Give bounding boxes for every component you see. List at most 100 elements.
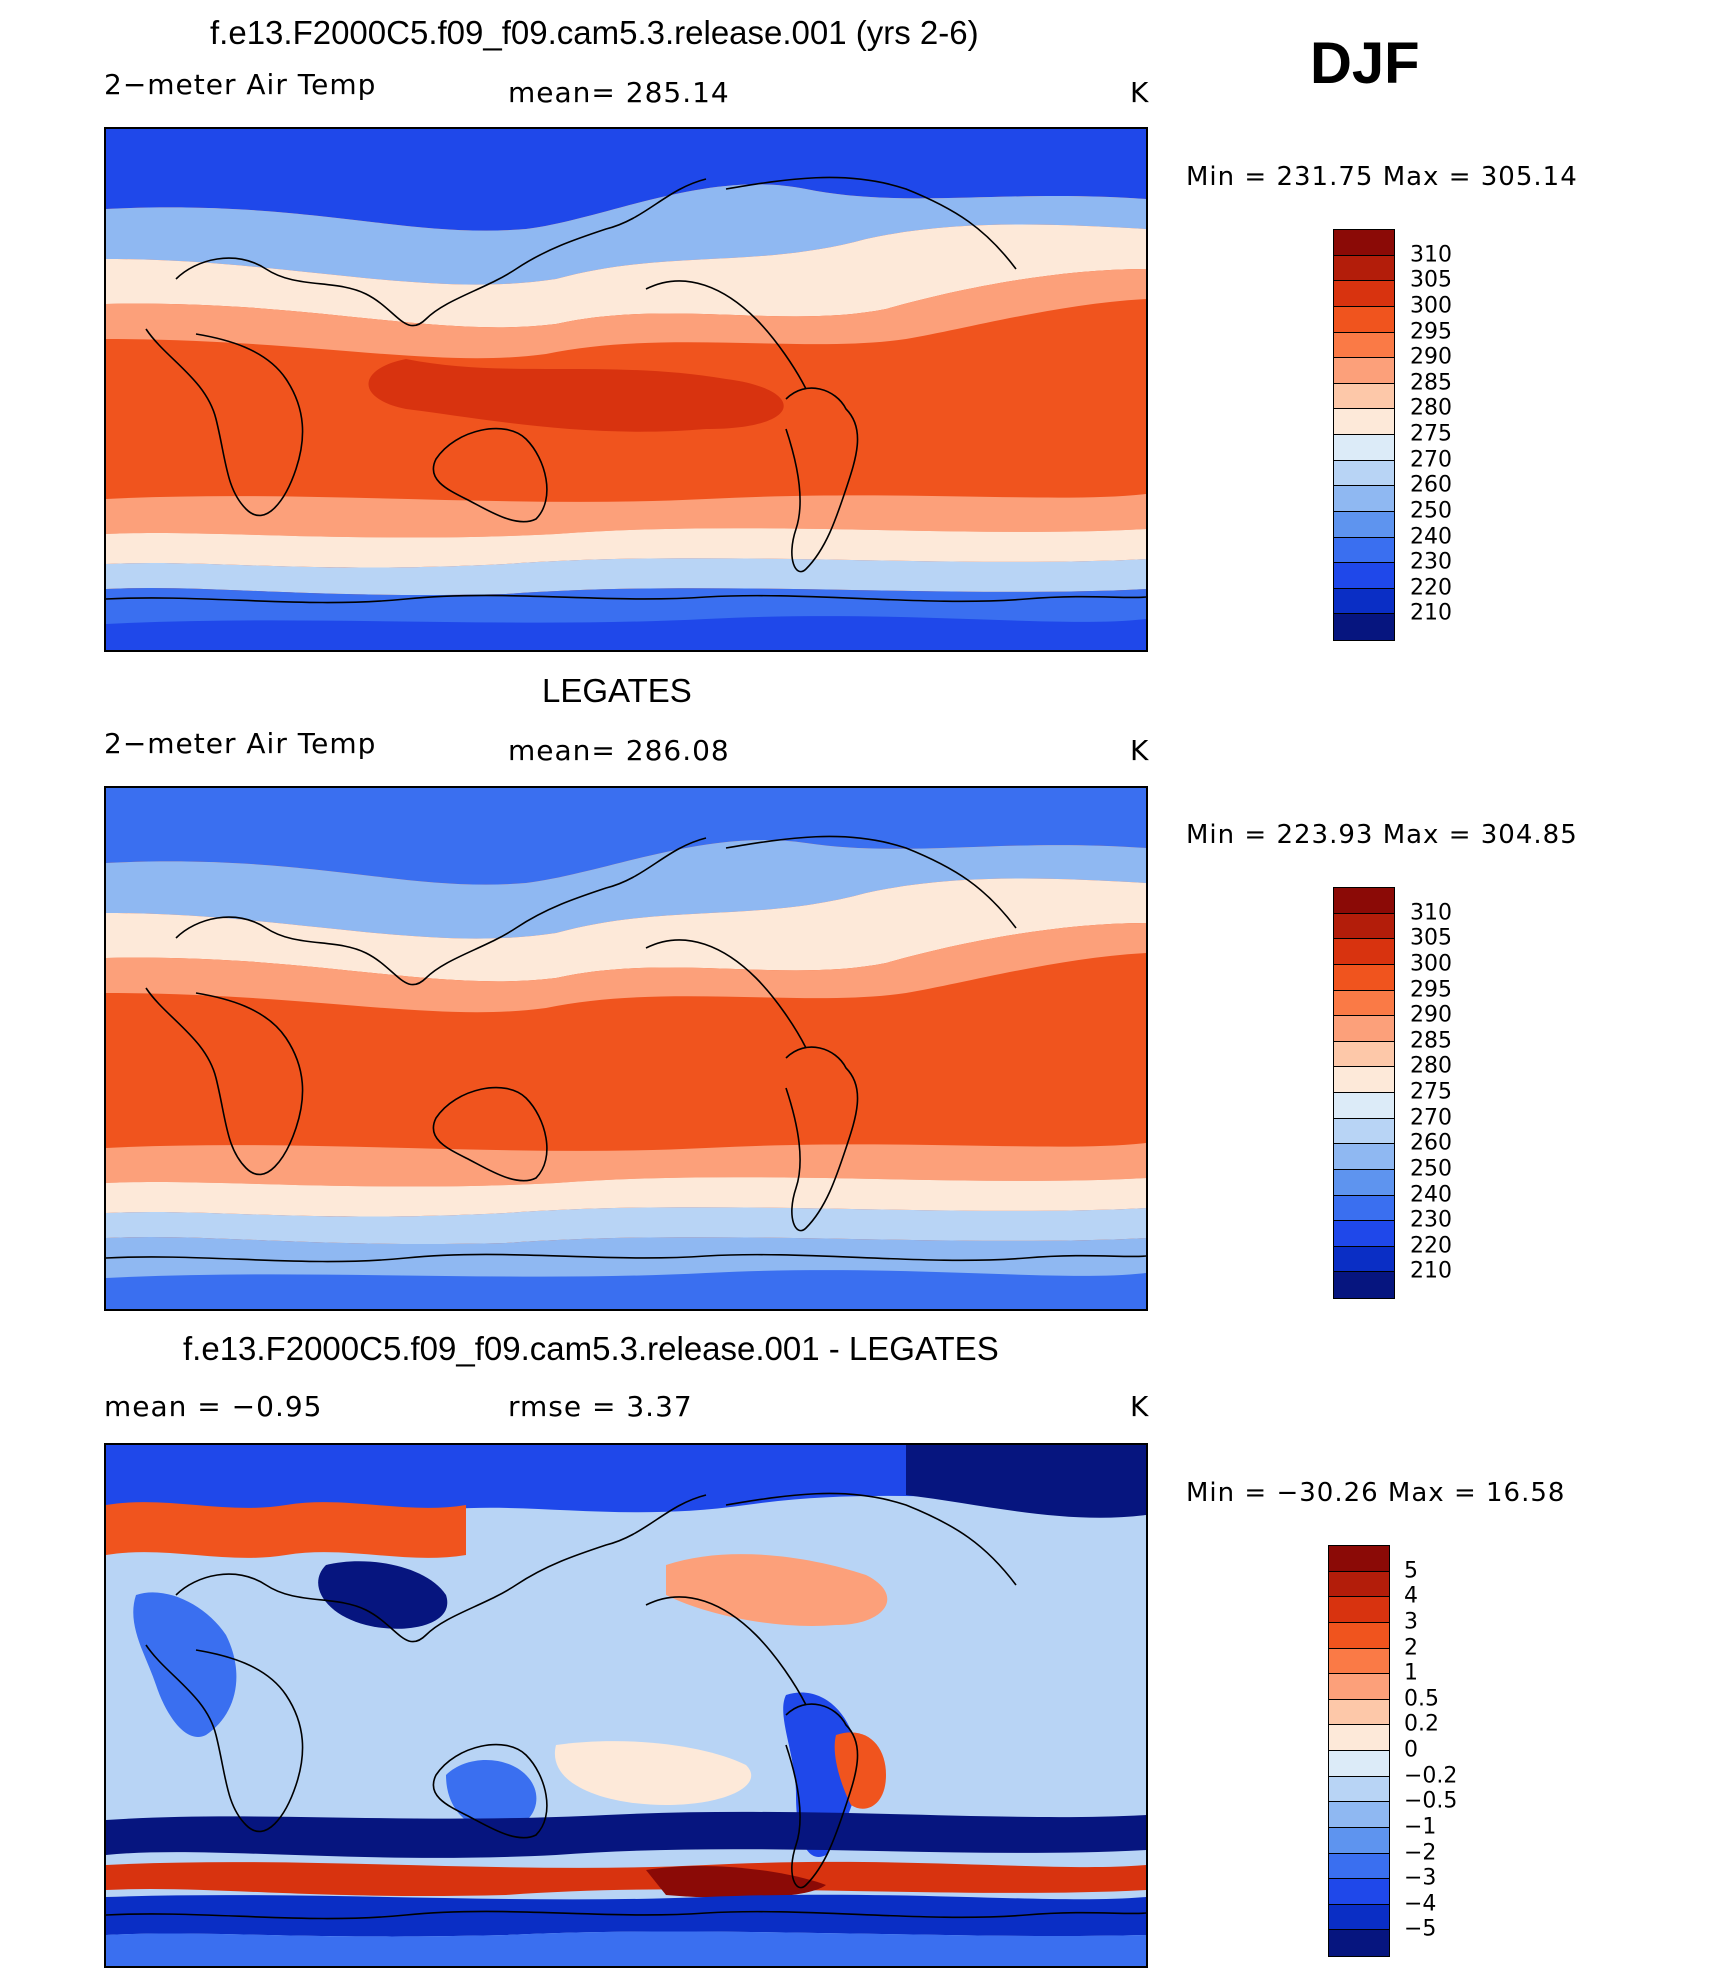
- colorbar-tick-label: 230: [1410, 1207, 1452, 1233]
- colorbar-swatch: [1334, 588, 1394, 615]
- colorbar-swatch: [1334, 1118, 1394, 1145]
- colorbar-tick-label: 240: [1410, 1182, 1452, 1207]
- colorbar-swatch: [1329, 1853, 1389, 1880]
- colorbar-swatch: [1329, 1751, 1389, 1777]
- colorbar-tick-label: −5: [1404, 1916, 1437, 1942]
- panel-1-colorbar: [1333, 229, 1395, 641]
- colorbar-tick-label: 1: [1404, 1660, 1418, 1686]
- panel-2-colorbar-labels: 310 305 300 295 290 285 280 275 270 260 250 240 230 2…: [1410, 887, 1490, 1297]
- colorbar-swatch: [1334, 1067, 1394, 1093]
- colorbar-tick-label: 290: [1410, 1002, 1452, 1028]
- colorbar-tick-label: 3: [1404, 1609, 1418, 1635]
- colorbar-swatch: [1329, 1725, 1389, 1751]
- colorbar-tick-label: 300: [1410, 951, 1452, 977]
- colorbar-swatch: [1334, 409, 1394, 435]
- colorbar-tick-label: 285: [1410, 370, 1452, 396]
- panel-3-colorbar: [1328, 1545, 1390, 1957]
- colorbar-tick-label: −1: [1404, 1814, 1437, 1840]
- colorbar-swatch: [1329, 1571, 1389, 1598]
- panel-1-title: f.e13.F2000C5.f09_f09.cam5.3.release.001…: [210, 14, 979, 51]
- colorbar-tick-label: −0.5: [1404, 1788, 1458, 1814]
- panel-3-difference-field: [106, 1445, 1146, 1966]
- colorbar-swatch: [1334, 1169, 1394, 1196]
- colorbar-tick-label: 5: [1404, 1558, 1418, 1584]
- colorbar-swatch: [1329, 1546, 1389, 1572]
- colorbar-swatch: [1334, 383, 1394, 410]
- colorbar-tick-label: 4: [1404, 1583, 1418, 1609]
- panel-2-colorbar: [1333, 887, 1395, 1299]
- panel-3-colorbar-labels: 5 4 3 2 1 0.5 0.2 0 −0.2 −0.5 −1 −2 −3 −4 −5: [1404, 1545, 1484, 1955]
- colorbar-swatch: [1334, 1016, 1394, 1042]
- colorbar-tick-label: −2: [1404, 1840, 1437, 1865]
- colorbar-tick-label: 295: [1410, 319, 1452, 344]
- panel-3-mean-label: mean = −0.95: [104, 1390, 323, 1423]
- colorbar-swatch: [1334, 1195, 1394, 1222]
- colorbar-tick-label: 270: [1410, 1105, 1452, 1131]
- panel-1-map: [104, 127, 1148, 652]
- colorbar-swatch: [1334, 964, 1394, 991]
- colorbar-swatch: [1334, 537, 1394, 564]
- panel-3-map: [104, 1443, 1148, 1968]
- colorbar-swatch: [1329, 1699, 1389, 1726]
- season-label: DJF: [1310, 31, 1420, 96]
- panel-2-units-label: K: [1130, 734, 1150, 767]
- colorbar-tick-label: 275: [1410, 1079, 1452, 1105]
- colorbar-swatch: [1329, 1802, 1389, 1828]
- colorbar-tick-label: −3: [1404, 1865, 1437, 1891]
- colorbar-swatch: [1329, 1776, 1389, 1803]
- panel-2-variable-label: 2−meter Air Temp: [104, 727, 377, 760]
- colorbar-swatch: [1334, 939, 1394, 965]
- panel-1-minmax: Min = 231.75 Max = 305.14: [1186, 162, 1578, 192]
- panel-1-variable-label: 2−meter Air Temp: [104, 68, 377, 101]
- panel-2-title: LEGATES: [542, 672, 692, 709]
- panel-2-mean-label: mean= 286.08: [508, 734, 730, 767]
- panel-2-map: [104, 786, 1148, 1311]
- colorbar-tick-label: 295: [1410, 977, 1452, 1002]
- colorbar-swatch: [1334, 435, 1394, 461]
- colorbar-swatch: [1329, 1622, 1389, 1649]
- colorbar-swatch: [1334, 255, 1394, 282]
- colorbar-tick-label: 275: [1410, 421, 1452, 447]
- colorbar-tick-label: 0: [1404, 1737, 1418, 1763]
- colorbar-tick-label: 260: [1410, 1130, 1452, 1156]
- colorbar-tick-label: 310: [1410, 900, 1452, 926]
- panel-2-minmax: Min = 223.93 Max = 304.85: [1186, 820, 1578, 850]
- colorbar-tick-label: 0.2: [1404, 1711, 1439, 1737]
- colorbar-swatch: [1334, 332, 1394, 359]
- colorbar-swatch: [1334, 563, 1394, 589]
- panel-1-mean-label: mean= 285.14: [508, 76, 730, 109]
- colorbar-tick-label: 0.5: [1404, 1686, 1439, 1712]
- colorbar-swatch: [1334, 358, 1394, 384]
- colorbar-swatch: [1334, 614, 1394, 640]
- colorbar-tick-label: 250: [1410, 1156, 1452, 1182]
- colorbar-swatch: [1334, 460, 1394, 487]
- colorbar-tick-label: 220: [1410, 575, 1452, 601]
- panel-1-colorbar-labels: 310 305 300 295 290 285 280 275 270 260 250 240 230 2…: [1410, 229, 1490, 639]
- colorbar-swatch: [1334, 913, 1394, 940]
- panel-3-rmse-label: rmse = 3.37: [508, 1390, 693, 1423]
- panel-3-units-label: K: [1130, 1390, 1150, 1423]
- colorbar-swatch: [1329, 1674, 1389, 1700]
- colorbar-tick-label: 260: [1410, 472, 1452, 498]
- colorbar-swatch: [1334, 1041, 1394, 1068]
- colorbar-tick-label: 220: [1410, 1233, 1452, 1259]
- colorbar-swatch: [1334, 1246, 1394, 1273]
- colorbar-swatch: [1334, 1144, 1394, 1170]
- colorbar-swatch: [1334, 888, 1394, 914]
- colorbar-tick-label: 305: [1410, 267, 1452, 293]
- colorbar-swatch: [1334, 1221, 1394, 1247]
- colorbar-swatch: [1334, 281, 1394, 307]
- colorbar-swatch: [1334, 990, 1394, 1017]
- colorbar-swatch: [1334, 230, 1394, 256]
- panel-1-temperature-field: [106, 129, 1146, 650]
- colorbar-swatch: [1329, 1930, 1389, 1956]
- colorbar-swatch: [1329, 1904, 1389, 1931]
- colorbar-tick-label: 210: [1410, 600, 1452, 626]
- colorbar-swatch: [1329, 1879, 1389, 1905]
- colorbar-swatch: [1329, 1648, 1389, 1675]
- colorbar-swatch: [1334, 511, 1394, 538]
- colorbar-swatch: [1334, 1272, 1394, 1298]
- colorbar-tick-label: 230: [1410, 549, 1452, 575]
- colorbar-tick-label: 270: [1410, 447, 1452, 473]
- colorbar-tick-label: 250: [1410, 498, 1452, 524]
